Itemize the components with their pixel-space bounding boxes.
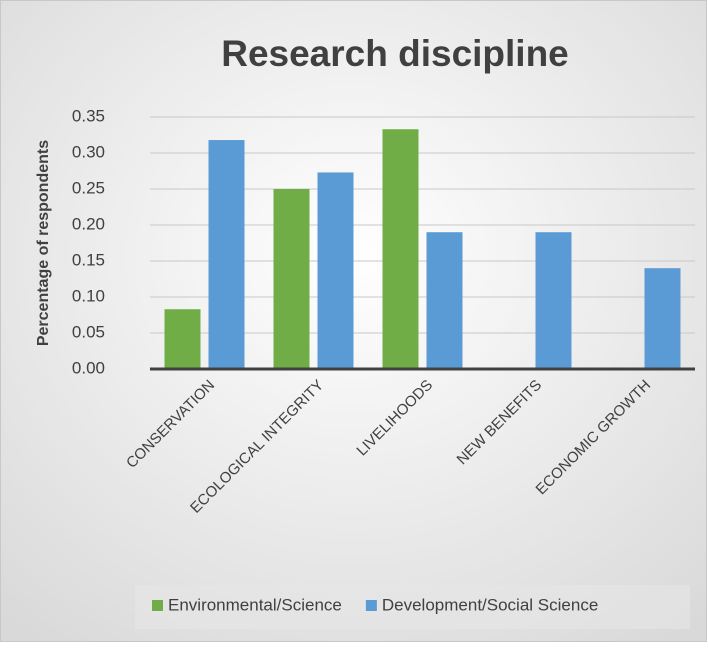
bar bbox=[644, 268, 681, 369]
legend-label: Development/Social Science bbox=[382, 595, 598, 614]
y-tick-label: 0.10 bbox=[72, 286, 105, 305]
y-tick-label: 0.35 bbox=[72, 106, 105, 125]
legend-label: Environmental/Science bbox=[168, 595, 342, 614]
bar bbox=[164, 309, 201, 369]
legend-swatch bbox=[365, 600, 377, 611]
y-axis-label: Percentage of respondents bbox=[35, 140, 52, 346]
y-tick-label: 0.25 bbox=[72, 178, 105, 197]
bar bbox=[535, 232, 572, 369]
bar bbox=[426, 232, 463, 369]
bar bbox=[273, 189, 310, 369]
bar bbox=[208, 140, 245, 369]
y-tick-label: 0.20 bbox=[72, 214, 105, 233]
legend-box bbox=[135, 585, 690, 629]
bar bbox=[382, 129, 419, 369]
y-tick-label: 0.30 bbox=[72, 142, 105, 161]
y-tick-label: 0.00 bbox=[72, 358, 105, 377]
legend-swatch bbox=[152, 600, 163, 611]
y-tick-label: 0.05 bbox=[72, 322, 105, 341]
bar bbox=[317, 172, 354, 369]
chart-title: Research discipline bbox=[221, 33, 569, 74]
y-tick-label: 0.15 bbox=[72, 250, 105, 269]
